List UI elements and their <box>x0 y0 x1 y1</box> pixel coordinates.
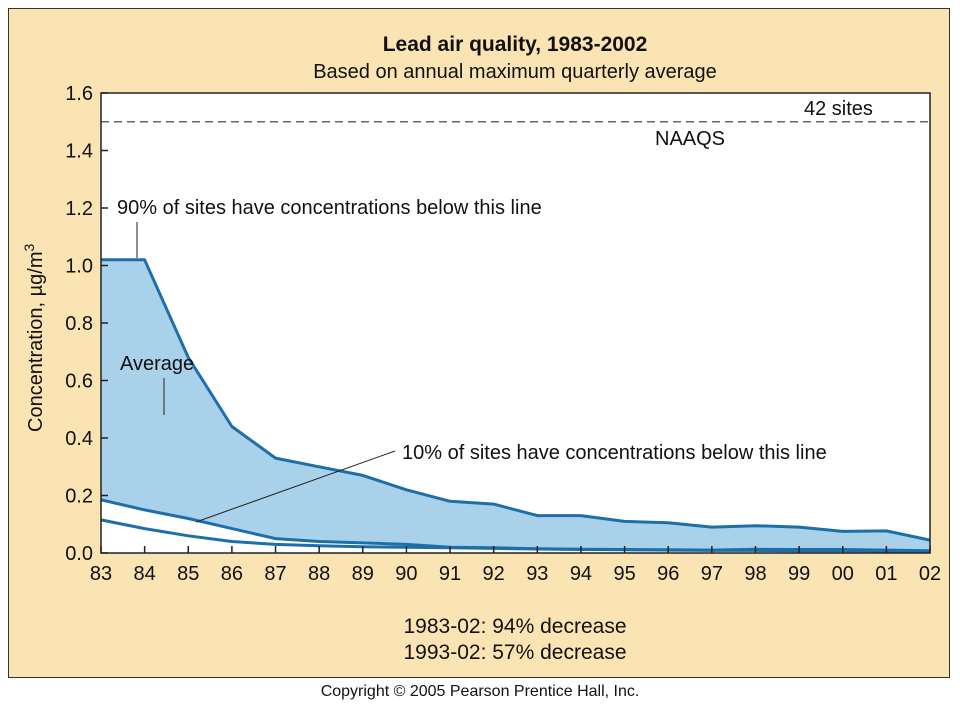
y-tick-label: 1.4 <box>65 141 93 163</box>
x-tick-label: 87 <box>264 563 286 585</box>
chart-subtitle: Based on annual maximum quarterly averag… <box>313 61 717 83</box>
x-tick-label: 98 <box>744 563 766 585</box>
x-tick-label: 96 <box>657 563 679 585</box>
series-line-p10 <box>100 498 931 553</box>
annotation-p90: 90% of sites have concentrations below t… <box>117 197 542 219</box>
annotation-average: Average <box>120 353 194 375</box>
chart-title: Lead air quality, 1983-2002 <box>383 33 648 56</box>
reference-line-naaqs-label: NAAQS <box>655 128 725 150</box>
y-tick-label: 0.8 <box>65 313 93 335</box>
note-1983-2002: 1983-02: 94% decrease <box>404 615 627 638</box>
y-tick-label: 1.0 <box>65 256 93 278</box>
x-tick-label: 99 <box>788 563 810 585</box>
x-tick-label: 97 <box>701 563 723 585</box>
x-tick-label: 94 <box>570 563 592 585</box>
y-axis-label-main: Concentration, µg/m <box>25 252 47 433</box>
y-tick-label: 0.6 <box>65 371 93 393</box>
x-tick-label: 93 <box>526 563 548 585</box>
y-tick-label: 0.0 <box>65 543 93 565</box>
x-tick-label: 92 <box>483 563 505 585</box>
x-tick-label: 95 <box>613 563 635 585</box>
x-tick-label: 91 <box>439 563 461 585</box>
x-tick-label: 89 <box>352 563 374 585</box>
y-axis-label: Concentration, µg/m3 <box>21 244 47 433</box>
copyright-text: Copyright © 2005 Pearson Prentice Hall, … <box>320 683 640 700</box>
reference-line-sites-label: 42 sites <box>804 98 873 120</box>
x-tick-label: 02 <box>919 563 941 585</box>
x-tick-label: 86 <box>221 563 243 585</box>
y-tick-label: 1.2 <box>65 198 93 220</box>
x-tick-label: 85 <box>177 563 199 585</box>
concentration-band <box>101 259 930 551</box>
y-tick-label: 0.2 <box>65 486 93 508</box>
x-tick-label: 84 <box>134 563 156 585</box>
annotation-p10-leader <box>195 450 396 523</box>
x-tick-label: 88 <box>308 563 330 585</box>
y-tick-label: 0.4 <box>65 428 93 450</box>
x-tick-label: 83 <box>90 563 112 585</box>
x-tick-label: 00 <box>832 563 854 585</box>
y-axis-label-superscript: 3 <box>21 244 37 252</box>
x-tick-label: 01 <box>875 563 897 585</box>
x-tick-label: 90 <box>395 563 417 585</box>
note-1993-2002: 1993-02: 57% decrease <box>404 641 627 664</box>
annotation-p10: 10% of sites have concentrations below t… <box>402 442 827 464</box>
series-line-p90 <box>101 258 931 542</box>
y-tick-label: 1.6 <box>65 83 93 105</box>
